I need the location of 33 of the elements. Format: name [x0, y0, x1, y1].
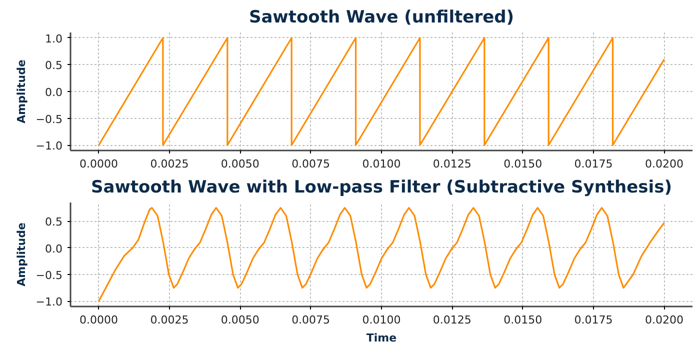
x-tick-label: 0.0100 [362, 314, 401, 326]
x-tick-label: 0.0200 [644, 158, 684, 170]
y-tick-label: −0.5 [36, 112, 63, 126]
chart-title: Sawtooth Wave with Low-pass Filter (Subtractive Synthesis) [90, 178, 672, 198]
y-tick-label: 0.0 [45, 86, 63, 99]
x-tick-label: 0.0025 [150, 158, 189, 170]
x-tick-label: 0.0175 [574, 158, 613, 170]
x-tick-label: 0.0125 [432, 158, 472, 170]
x-tick-label: 0.0050 [220, 158, 260, 170]
y-axis-title: Amplitude [14, 222, 28, 286]
y-tick-label: 0.5 [45, 59, 63, 72]
line-series [98, 207, 666, 302]
x-tick-label: 0.0100 [362, 158, 401, 170]
x-tick-label: 0.0075 [292, 314, 330, 326]
x-tick-label: 0.0150 [504, 314, 542, 326]
y-tick-label: −1.0 [36, 296, 63, 309]
x-tick-label: 0.0025 [150, 314, 189, 326]
x-tick-label: 0.0075 [292, 158, 330, 170]
x-tick-label: 0.0200 [644, 314, 684, 326]
y-axis-title: Amplitude [14, 60, 28, 124]
y-tick-label: 1.0 [45, 32, 63, 46]
x-tick-label: 0.0000 [80, 314, 118, 326]
y-tick-label: 0.5 [45, 216, 63, 229]
y-tick-label: −0.5 [36, 269, 63, 282]
y-tick-label: −1.0 [36, 140, 63, 153]
y-tick-label: 0.0 [45, 242, 63, 256]
x-tick-label: 0.0050 [220, 314, 260, 326]
chart-title: Sawtooth Wave (unfiltered) [248, 8, 514, 28]
x-tick-label: 0.0175 [574, 314, 613, 326]
x-tick-label: 0.0125 [432, 314, 472, 326]
x-axis-title: Time [366, 332, 397, 344]
x-tick-label: 0.0150 [504, 158, 542, 170]
x-tick-label: 0.0000 [80, 158, 118, 170]
